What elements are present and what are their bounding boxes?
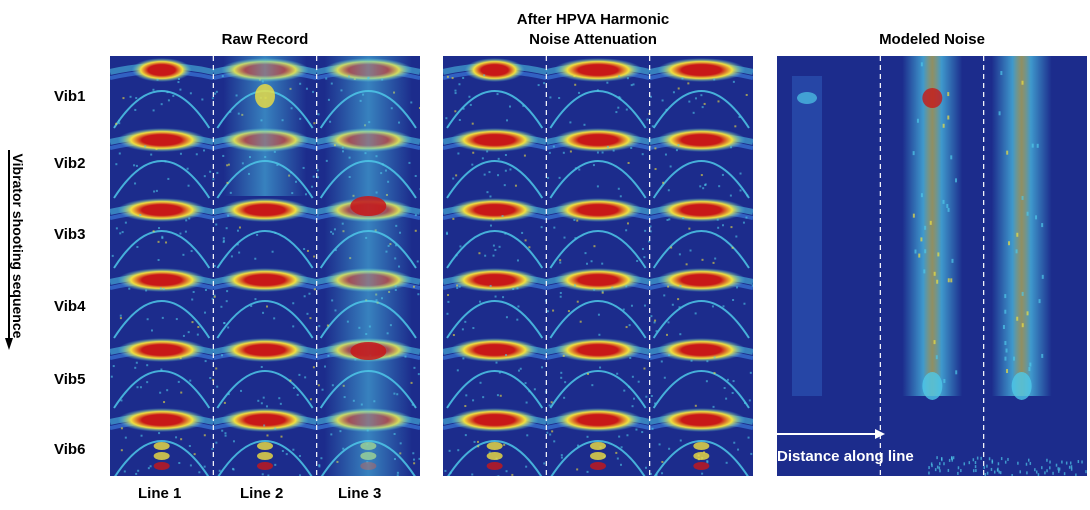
row-label-vib1: Vib1 — [54, 88, 86, 105]
after-hpva-title-line1: After HPVA Harmonic — [516, 11, 670, 28]
column-label-line1: Line 1 — [138, 485, 182, 502]
distance-right-arrow-icon — [777, 429, 885, 439]
raw-record-panel — [110, 56, 420, 476]
raw-record-image — [110, 56, 420, 476]
column-label-line2: Line 2 — [240, 485, 284, 502]
row-label-vib5: Vib5 — [54, 371, 86, 388]
after-attenuation-image — [443, 56, 753, 476]
row-label-vib4: Vib4 — [54, 298, 86, 315]
distance-along-line-label: Distance along line — [777, 448, 914, 465]
after-attenuation-panel — [443, 56, 753, 476]
row-label-vib3: Vib3 — [54, 226, 86, 243]
modeled-noise-image — [792, 56, 1087, 476]
shot-gathers — [443, 58, 753, 476]
noise-streaks — [792, 56, 1087, 476]
modeled-noise-title: Modeled Noise — [879, 31, 985, 48]
row-label-vib2: Vib2 — [54, 155, 86, 172]
raw-record-title: Raw Record — [221, 31, 309, 48]
after-hpva-title-line2: Noise Attenuation — [529, 31, 657, 48]
column-label-line3: Line 3 — [338, 485, 382, 502]
modeled-noise-panel: Distance along line — [777, 56, 1087, 476]
shot-gathers — [110, 56, 420, 476]
row-label-vib6: Vib6 — [54, 441, 86, 458]
sequence-down-arrow-icon — [5, 150, 13, 350]
